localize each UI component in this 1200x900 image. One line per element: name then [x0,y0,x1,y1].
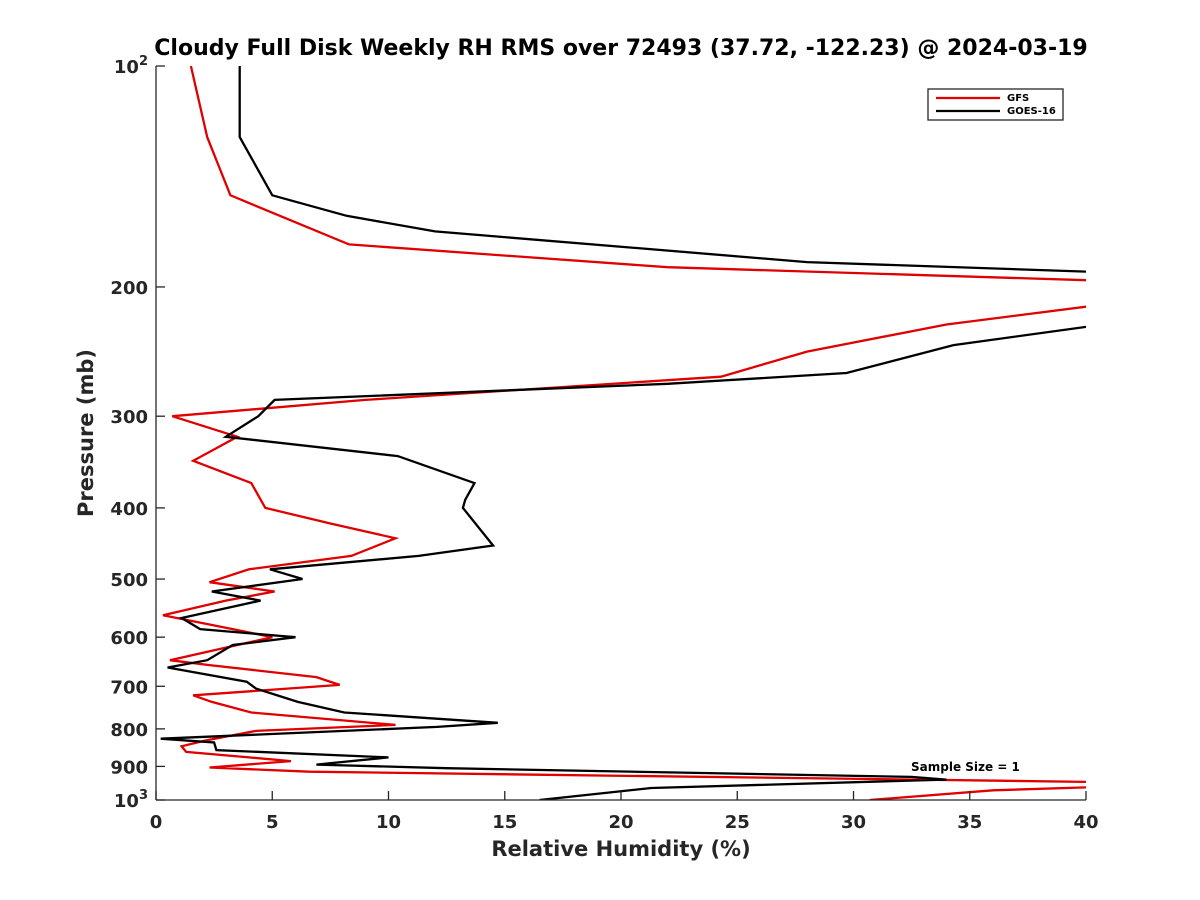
y-tick-label: 300 [110,407,148,428]
y-tick-label: 800 [110,720,148,741]
legend-box [927,88,1064,121]
y-axis-label: Pressure (mb) [74,349,98,517]
series-line-goes-16 [160,66,1086,800]
y-tick-label: 700 [110,677,148,698]
x-tick-label: 35 [957,812,982,833]
y-tick-label: 103 [114,788,148,812]
y-axis-ticks: 102 200 300 400 500 600 700 800 900 103 [110,54,165,812]
x-tick-label: 20 [608,812,633,833]
y-tick-label: 600 [110,628,148,649]
x-axis-ticks: 0 5 10 15 20 25 30 35 40 [150,791,1099,833]
series-layer [160,66,1086,800]
chart-title: Cloudy Full Disk Weekly RH RMS over 7249… [154,36,1087,61]
x-tick-label: 10 [376,812,401,833]
x-axis-label: Relative Humidity (%) [491,837,750,861]
plot-area: 0 5 10 15 20 25 30 35 40 102 200 300 400 500 600 700 80… [110,54,1099,833]
sample-size-annotation: Sample Size = 1 [911,760,1020,774]
y-tick-label: 200 [110,278,148,299]
x-tick-label: 25 [725,812,750,833]
series-line-gfs [162,66,1086,800]
x-tick-label: 40 [1073,812,1098,833]
x-tick-label: 0 [150,812,163,833]
y-tick-label: 900 [110,757,148,778]
legend-label-gfs: GFS [1007,93,1029,104]
x-tick-label: 30 [841,812,866,833]
y-tick-label: 500 [110,570,148,591]
legend: GFS GOES-16 [927,88,1064,121]
legend-label-goes-16: GOES-16 [1007,106,1056,117]
y-tick-label: 400 [110,499,148,520]
x-tick-label: 5 [266,812,279,833]
y-tick-label: 102 [114,54,148,78]
x-tick-label: 15 [492,812,517,833]
